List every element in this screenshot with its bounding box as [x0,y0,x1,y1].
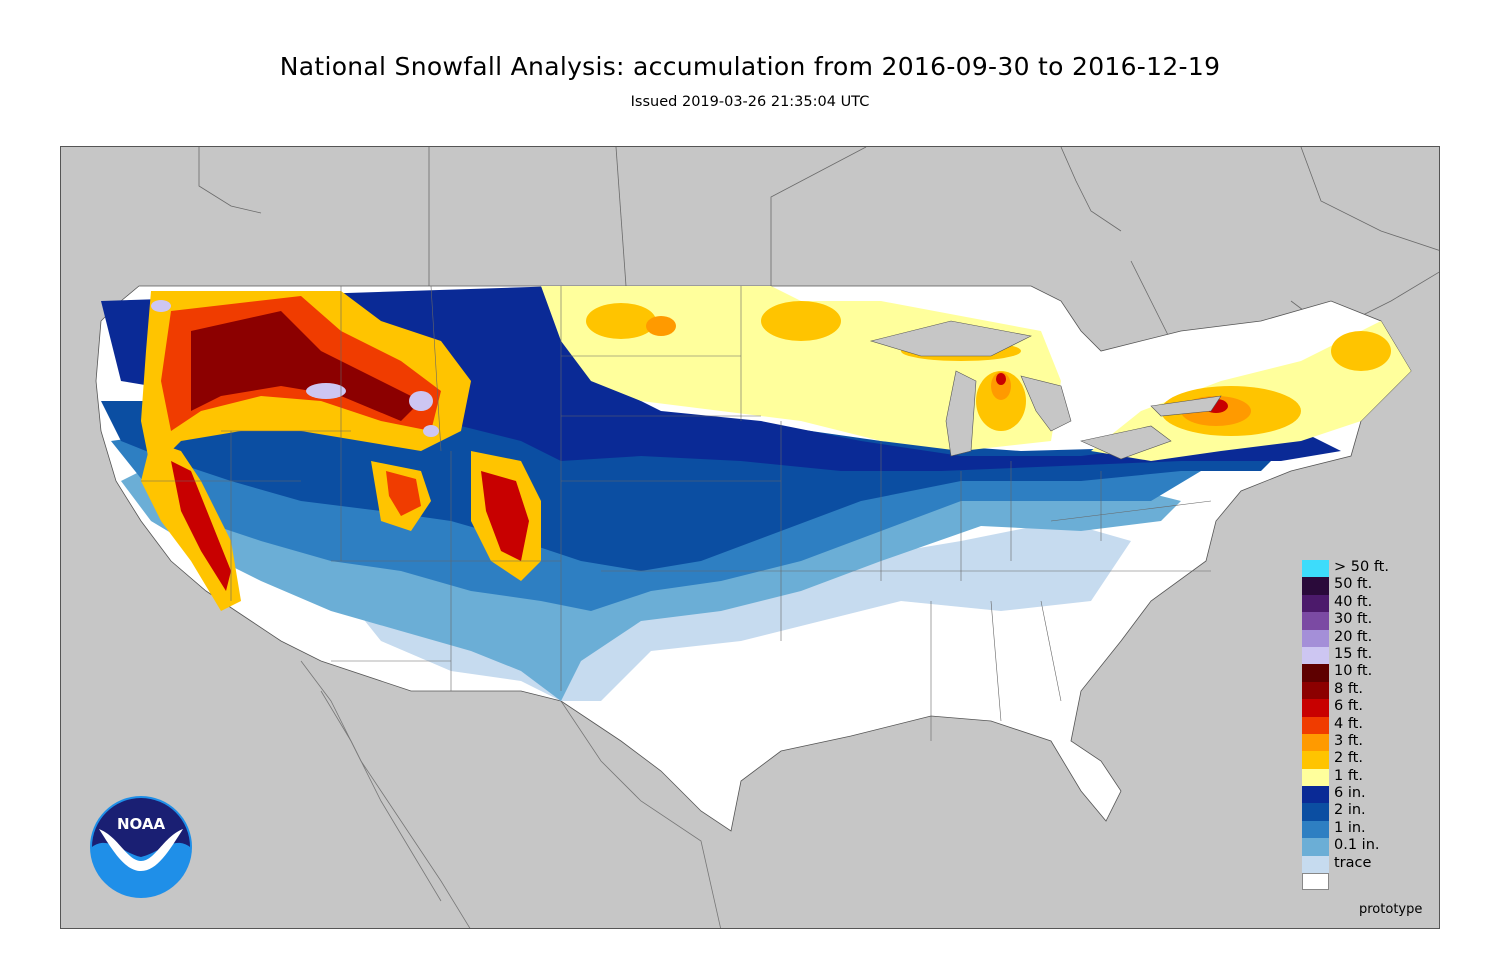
legend-swatch [1302,768,1329,787]
legend-swatch [1302,838,1329,856]
map-canvas [95,147,1439,928]
legend-swatch [1302,560,1329,578]
legend-label: 6 in. [1334,785,1366,802]
snowfall-map [60,146,1440,929]
legend-label: 50 ft. [1334,576,1373,593]
prototype-label: prototype [1359,902,1423,917]
legend-swatch [1302,629,1329,647]
legend-swatch [1302,716,1329,734]
legend-swatch [1302,646,1329,665]
legend-swatch [1302,873,1329,891]
mexico-coast [300,660,721,928]
western-mountains [141,291,541,611]
legend-swatch [1302,699,1329,717]
legend-label: 30 ft. [1334,611,1373,628]
legend-swatch [1302,577,1329,595]
legend-swatch [1302,855,1329,874]
legend-label: 20 ft. [1334,628,1373,645]
legend-label: 0.1 in. [1334,837,1380,854]
legend-label: trace [1334,854,1372,871]
legend-swatch [1302,664,1329,682]
legend-swatch [1302,612,1329,630]
legend-label: 1 ft. [1334,767,1363,784]
legend-label: 6 ft. [1334,698,1363,715]
legend-label: 40 ft. [1334,593,1373,610]
legend-label: 15 ft. [1334,645,1373,662]
legend-swatch [1302,681,1329,700]
legend-swatch [1302,803,1329,821]
legend-label: 4 ft. [1334,715,1363,732]
issued-timestamp: Issued 2019-03-26 21:35:04 UTC [630,94,870,110]
legend-label: > 50 ft. [1334,559,1389,575]
great-lakes [869,320,1222,460]
legend-label: 8 ft. [1334,680,1363,697]
legend-swatch [1302,594,1329,613]
legend-label: 3 ft. [1334,732,1363,749]
legend-swatch [1302,820,1329,839]
noaa-logo: NOAA [90,796,192,898]
peak-highlights [151,300,439,437]
legend-label: 10 ft. [1334,663,1373,680]
legend-label: 2 ft. [1334,750,1363,767]
legend-swatch [1302,751,1329,769]
border-lines [198,147,1439,362]
map-title: National Snowfall Analysis: accumulation… [279,52,1221,81]
legend-swatch [1302,733,1329,752]
legend-label: 1 in. [1334,819,1366,836]
noaa-logo-text: NOAA [117,815,166,833]
legend-label: 2 in. [1334,802,1366,819]
legend-swatch [1302,786,1329,804]
state-lines [141,285,1212,741]
